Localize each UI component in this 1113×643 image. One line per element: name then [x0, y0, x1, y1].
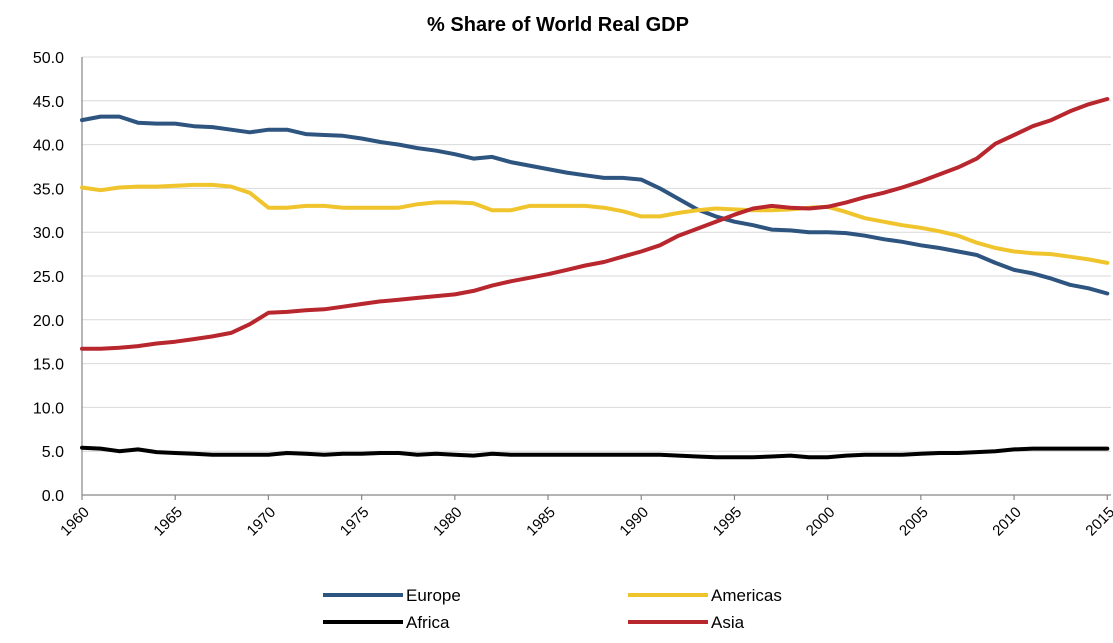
x-tick-label: 1980	[430, 504, 466, 540]
series-line-africa	[80, 445, 1110, 460]
y-tick-label: 20.0	[33, 313, 64, 330]
x-tick-label: 1960	[57, 504, 93, 540]
y-tick-label: 0.0	[42, 488, 64, 505]
y-tick-label: 50.0	[33, 50, 64, 67]
x-tick-label: 1995	[710, 504, 746, 540]
series-lines	[80, 97, 1110, 460]
y-tick-label: 30.0	[33, 225, 64, 242]
chart-title: % Share of World Real GDP	[427, 14, 689, 36]
legend-label-africa: Africa	[406, 613, 450, 632]
y-tick-label: 40.0	[33, 138, 64, 155]
x-tick-label: 1990	[616, 504, 652, 540]
x-tick-label: 2015	[1082, 504, 1113, 540]
legend-label-asia: Asia	[711, 613, 745, 632]
x-tick-label: 1970	[244, 504, 280, 540]
x-tick-label: 1965	[150, 504, 186, 540]
y-tick-label: 15.0	[33, 357, 64, 374]
series-line-americas	[80, 182, 1110, 265]
x-tick-label: 2000	[803, 504, 839, 540]
x-tick-label: 2010	[989, 504, 1025, 540]
legend-label-europe: Europe	[406, 586, 461, 605]
x-tick-label: 1975	[337, 504, 373, 540]
axes: 0.0 5.0 10.0 15.0 20.0 25.0 30.0 35.0 40.0 45.0 50…	[33, 50, 1113, 539]
x-tick-label: 2005	[896, 504, 932, 540]
gridlines	[82, 56, 1111, 452]
y-tick-label: 25.0	[33, 269, 64, 286]
y-tick-label: 35.0	[33, 181, 64, 198]
series-line-europe	[80, 114, 1110, 296]
y-tick-label: 45.0	[33, 94, 64, 111]
legend: Europe Americas Africa Asia	[323, 586, 782, 632]
x-tick-label: 1985	[523, 504, 559, 540]
series-line-asia	[80, 97, 1110, 351]
y-tick-label: 10.0	[33, 400, 64, 417]
y-tick-label: 5.0	[42, 444, 64, 461]
legend-label-americas: Americas	[711, 586, 782, 605]
